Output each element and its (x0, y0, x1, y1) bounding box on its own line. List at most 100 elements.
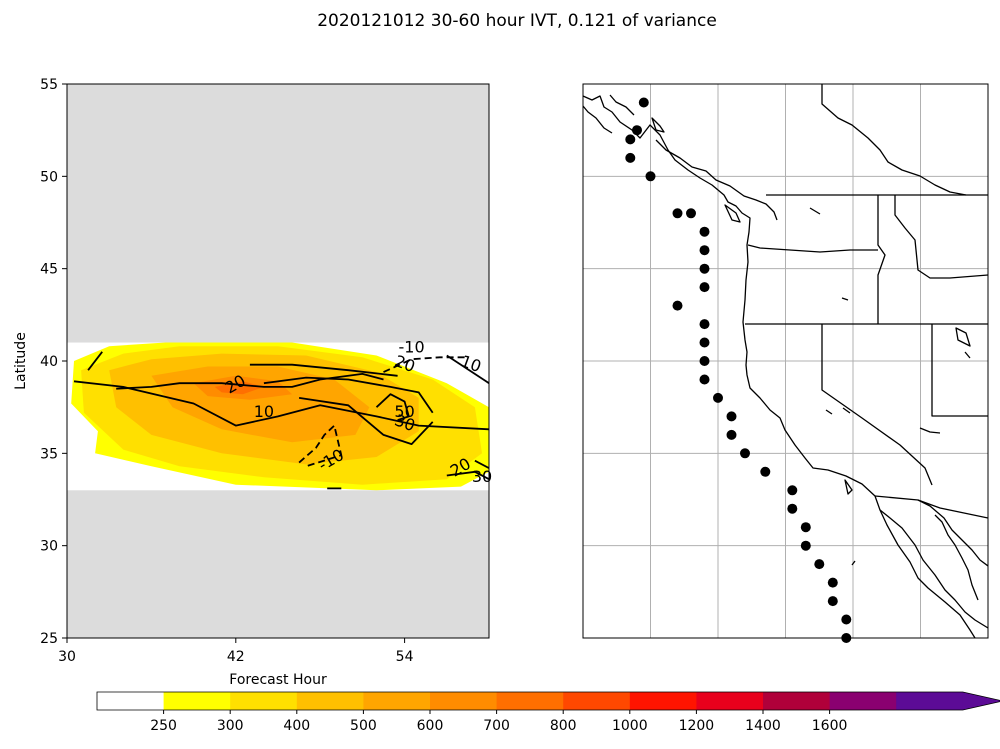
colorbar-tick-label: 700 (483, 718, 510, 734)
station-points (625, 97, 852, 643)
x-tick-label: 54 (396, 649, 414, 665)
station-point (726, 429, 737, 440)
mexico-border (874, 495, 988, 519)
colorbar-tick-label: 800 (550, 718, 577, 734)
y-tick-label: 30 (40, 539, 58, 555)
state-border-wa-or (747, 244, 878, 253)
colorbar-tick-label: 1200 (679, 718, 715, 734)
contour-line (87, 351, 103, 371)
contour-lines (73, 351, 489, 490)
x-axis-label: Forecast Hour (229, 672, 327, 688)
station-point (699, 337, 710, 348)
contour-line (446, 470, 489, 480)
y-tick-label: 45 (40, 262, 58, 278)
colorbar-tick-label: 1400 (745, 718, 781, 734)
contour-label: 10 (458, 351, 484, 376)
colorbar-segment (563, 692, 631, 710)
missing-data-region-bottom (67, 490, 489, 638)
state-border-canada-interior (821, 84, 967, 196)
station-point (841, 614, 852, 625)
station-point (713, 392, 723, 403)
station-point (800, 522, 811, 533)
colorbar-segment (696, 692, 764, 710)
colorbar-segment (629, 692, 697, 710)
state-border-or-ca-nv (745, 323, 988, 486)
station-point (625, 134, 636, 145)
filled-contours (71, 342, 489, 491)
colorbar: 250 300 400 500 600 700 800 1000 1200 1400 1600 (96, 691, 1000, 734)
station-point (827, 596, 838, 607)
station-point (672, 208, 683, 219)
contour-label: 10 (254, 402, 274, 421)
colorbar-outline (96, 691, 1000, 711)
y-tick-label: 50 (40, 169, 58, 185)
colorbar-segment (829, 692, 897, 710)
station-point (699, 319, 710, 330)
contour-line (383, 356, 466, 373)
station-point (672, 300, 683, 311)
islands (651, 117, 853, 495)
station-point (814, 559, 825, 570)
station-point (686, 208, 696, 219)
colorbar-segment (496, 692, 564, 710)
right-axes-frame (582, 83, 989, 639)
lakes (809, 207, 971, 566)
x-tick-label: 30 (58, 649, 76, 665)
contour-line (474, 459, 489, 469)
colorbar-segment (97, 692, 165, 710)
contour-line (298, 424, 343, 468)
y-axis-label: Latitude (13, 332, 29, 390)
contour-label: 30 (472, 467, 492, 486)
coastline (583, 95, 976, 638)
y-tick-label: 25 (40, 631, 58, 647)
contour-label: -10 (399, 338, 425, 357)
y-tick-label: 40 (40, 354, 58, 370)
contour-label: 50 (394, 402, 414, 421)
contour-line (73, 380, 489, 431)
contour-line (375, 393, 410, 421)
y-axis-ticks: 25 30 35 40 45 50 55 (40, 77, 67, 647)
colorbar-tick-label: 600 (417, 718, 444, 734)
colorbar-segment (230, 692, 298, 710)
colorbar-segment (296, 692, 364, 710)
y-tick-label: 35 (40, 446, 58, 462)
x-tick-label: 42 (227, 649, 245, 665)
contour-line (298, 397, 434, 445)
station-point (740, 448, 750, 459)
station-point (726, 411, 737, 422)
station-point (800, 540, 811, 551)
contour-line (446, 354, 489, 384)
colorbar-tick-label: 500 (350, 718, 377, 734)
colorbar-segment (430, 692, 498, 710)
map-chart (582, 83, 989, 643)
coastline-inner (583, 94, 778, 221)
colorbar-segment (896, 692, 964, 710)
colorbar-tick-label: 1600 (812, 718, 848, 734)
colorbar-segment (363, 692, 431, 710)
station-point (625, 152, 636, 163)
colorbar-tick-label: 250 (150, 718, 177, 734)
station-point (638, 97, 649, 108)
missing-data-region-top (67, 84, 489, 343)
station-point (787, 503, 798, 514)
map-coastline-borders (583, 84, 988, 638)
contour-line (263, 376, 434, 414)
state-border-id (877, 195, 988, 324)
station-point (787, 485, 798, 496)
station-point (699, 226, 710, 237)
contour-line (116, 373, 384, 390)
contour-line (249, 363, 398, 377)
figure-title: 2020121012 30-60 hour IVT, 0.121 of vari… (317, 11, 717, 31)
station-point (632, 125, 642, 136)
colorbar-tick-label: 300 (217, 718, 244, 734)
colorbar-segment (163, 692, 231, 710)
map-gridlines (583, 84, 988, 638)
colorbar-tick-label: 1000 (612, 718, 648, 734)
station-point (699, 245, 710, 256)
station-point (699, 356, 710, 366)
baja-peninsula (879, 499, 988, 629)
colorbar-extend-arrow (962, 692, 1000, 710)
state-border-nv-ut (931, 324, 988, 417)
station-point (760, 466, 771, 477)
